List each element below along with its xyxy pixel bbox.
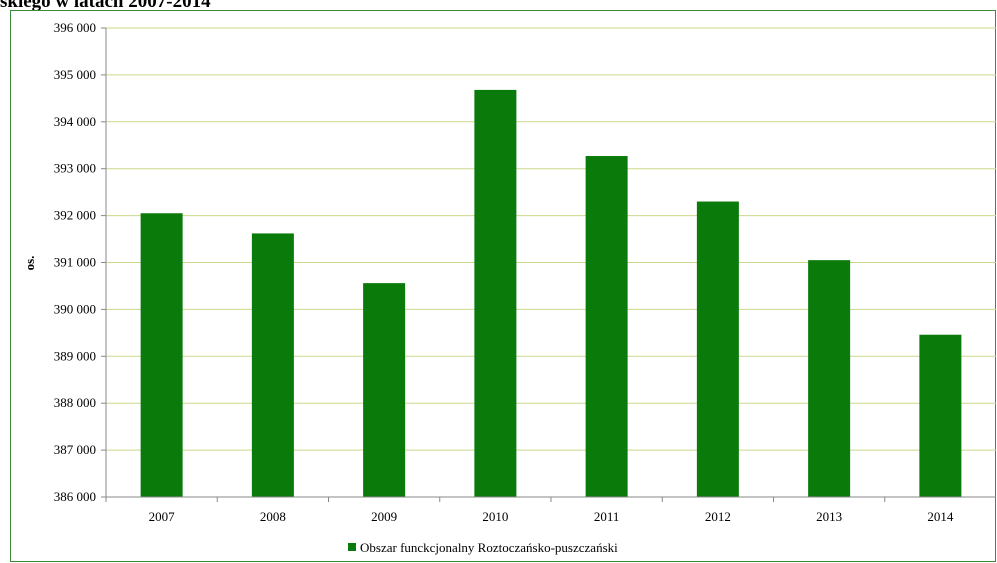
y-tick-label: 386 000	[54, 489, 96, 504]
x-tick-label: 2007	[149, 509, 176, 524]
bar-2008	[251, 233, 294, 497]
x-tick-label: 2011	[594, 509, 620, 524]
bar-2013	[808, 260, 851, 497]
bar-2014	[919, 334, 962, 497]
chart-frame	[10, 10, 996, 562]
chart-title: skiego w latach 2007-2014	[0, 0, 211, 12]
x-tick-labels: 2007 2008 2009 2010 2011 2012 2013 2014	[105, 497, 954, 524]
legend: Obszar funckcjonalny Roztoczańsko-puszcz…	[348, 540, 618, 555]
gridlines	[101, 27, 996, 498]
y-tick-label: 388 000	[54, 395, 96, 410]
bars	[140, 89, 962, 498]
bar-2007	[140, 213, 183, 497]
bar-2009	[363, 283, 406, 497]
bar-2011	[585, 156, 628, 498]
y-tick-label: 392 000	[54, 208, 96, 223]
x-tick-label: 2013	[816, 509, 842, 524]
x-tick-label: 2010	[482, 509, 508, 524]
y-tick-label: 391 000	[54, 255, 96, 270]
x-tick-label: 2009	[371, 509, 397, 524]
y-tick-label: 390 000	[54, 301, 96, 316]
y-tick-label: 395 000	[54, 67, 96, 82]
x-tick-label: 2012	[705, 509, 731, 524]
y-tick-label: 394 000	[54, 114, 96, 129]
bar-2012	[696, 201, 739, 497]
x-tick-label: 2014	[927, 509, 954, 524]
x-tick-label: 2008	[260, 509, 286, 524]
bar-2010	[474, 89, 517, 498]
legend-label: Obszar funckcjonalny Roztoczańsko-puszcz…	[360, 540, 618, 555]
y-tick-label: 389 000	[54, 348, 96, 363]
y-axis-label: os.	[22, 256, 37, 271]
y-tick-label: 396 000	[54, 20, 96, 35]
legend-swatch	[348, 543, 356, 551]
y-tick-label: 393 000	[54, 161, 96, 176]
y-tick-label: 387 000	[54, 442, 96, 457]
y-tick-labels: 386 000 387 000 388 000 389 000 390 000 391 0…	[54, 20, 96, 504]
